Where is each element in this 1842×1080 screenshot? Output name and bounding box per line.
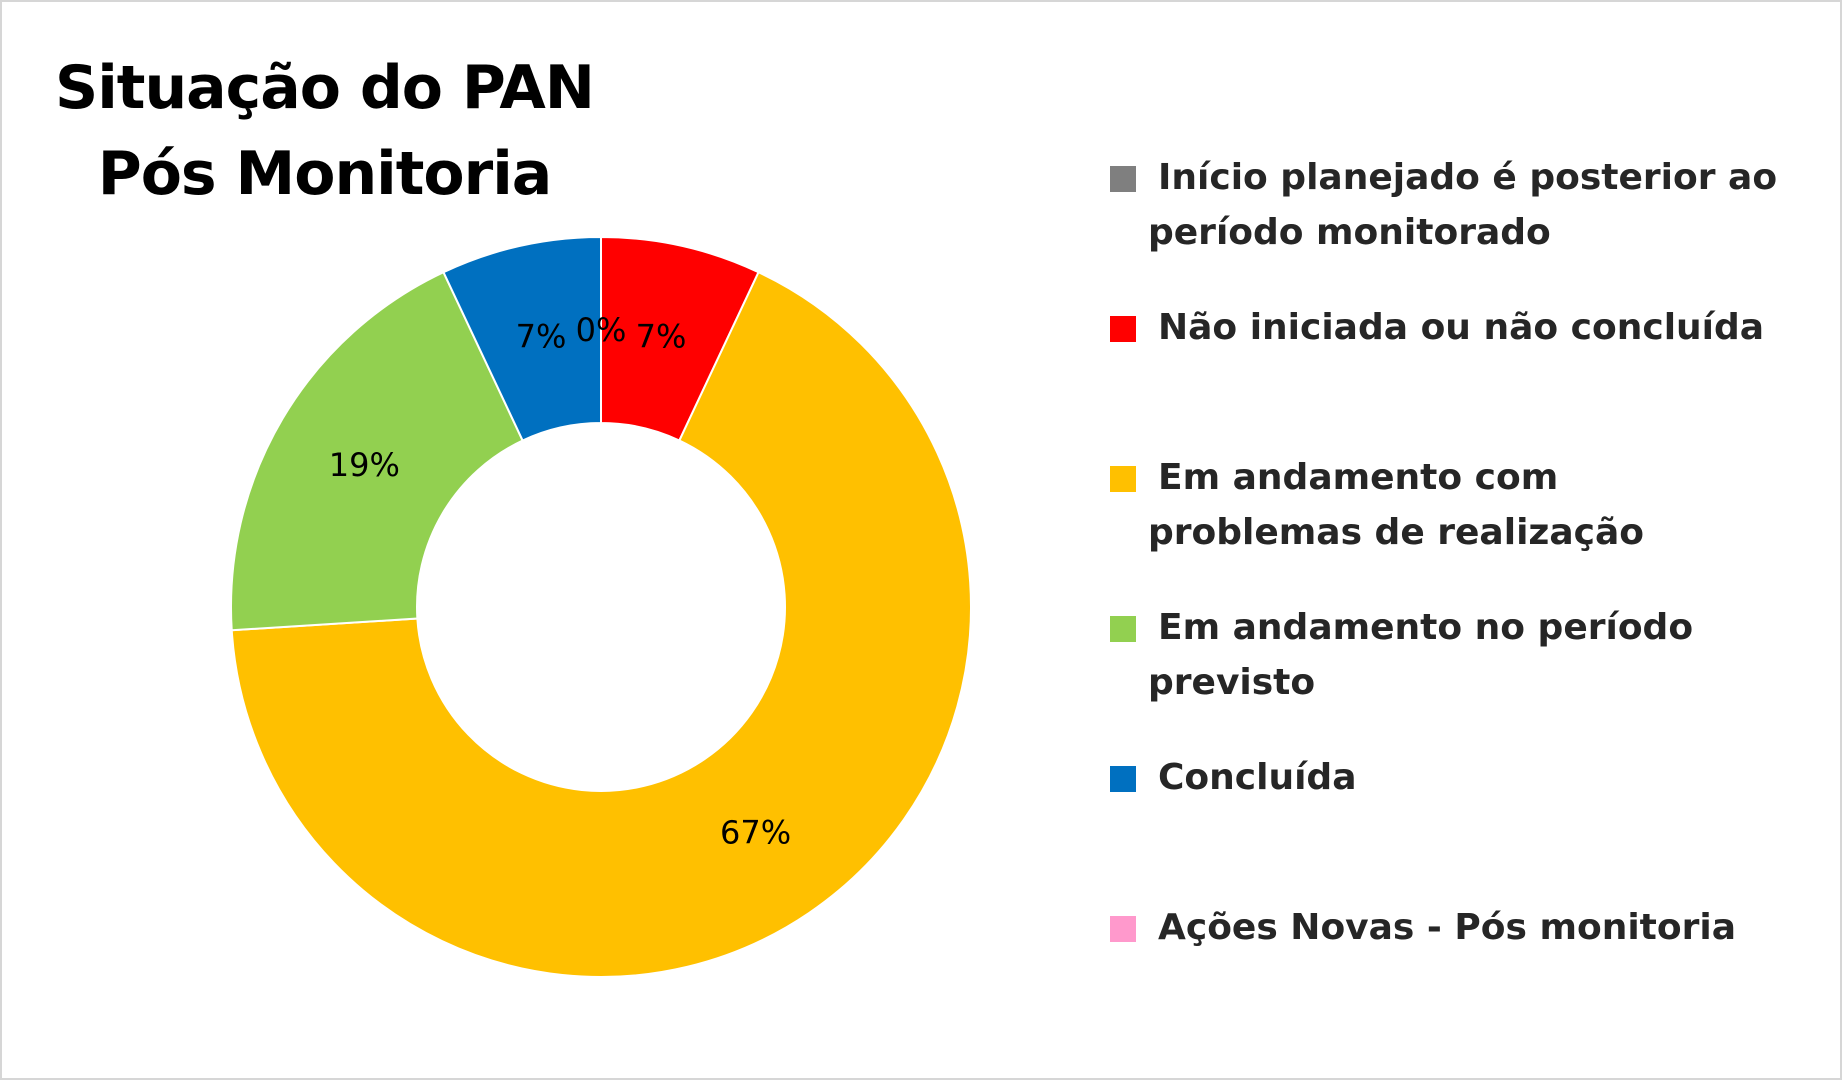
chart-title-line-1: Situação do PAN — [55, 53, 595, 123]
legend-label: Em andamento no período — [1158, 607, 1694, 648]
legend-item-nao-iniciada-ou-nao-concluida: Não iniciada ou não concluída — [1110, 300, 1830, 355]
legend-label: problemas de realização — [1148, 512, 1645, 553]
legend-label: Concluída — [1158, 757, 1357, 798]
legend-item-concluida: Concluída — [1110, 750, 1830, 805]
chart-title-line-2: Pós Monitoria — [97, 139, 553, 209]
data-label-em-andamento-no-periodo-previsto: 19% — [329, 446, 400, 484]
chart-title: Situação do PAN Pós Monitoria — [55, 45, 595, 217]
data-label-em-andamento-com-problemas-de-realizacao: 67% — [720, 813, 791, 851]
slice-concluida — [442, 235, 602, 442]
legend-item-em-andamento-com-problemas-de-realizacao: Em andamento com problemas de realização — [1110, 450, 1830, 560]
legend-swatch — [1110, 916, 1136, 942]
data-label-concluida: 7% — [516, 318, 567, 356]
legend-swatch — [1110, 766, 1136, 792]
legend-label: Ações Novas - Pós monitoria — [1158, 907, 1736, 948]
legend-swatch — [1110, 616, 1136, 642]
legend-item-em-andamento-no-periodo-previsto: Em andamento no período previsto — [1110, 600, 1830, 710]
legend-label: Início planejado é posterior ao — [1158, 157, 1778, 198]
legend-label: Não iniciada ou não concluída — [1158, 307, 1765, 348]
data-label-inicio-planejado-e-posterior-ao-periodo-monitorado: 0% — [576, 311, 627, 349]
legend-label: Em andamento com — [1158, 457, 1559, 498]
legend-label: previsto — [1148, 662, 1316, 703]
legend-swatch — [1110, 316, 1136, 342]
legend-item-acoes-novas-pos-monitoria: Ações Novas - Pós monitoria — [1110, 900, 1830, 955]
legend-swatch — [1110, 166, 1136, 192]
legend-label: período monitorado — [1148, 212, 1551, 253]
slice-em-andamento-no-periodo-previsto — [230, 270, 524, 632]
data-label-nao-iniciada-ou-nao-concluida: 7% — [636, 318, 687, 356]
slice-em-andamento-com-problemas-de-realizacao — [230, 270, 972, 978]
legend-item-inicio-planejado-e-posterior-ao-periodo-monitorado: Início planejado é posterior ao período m… — [1110, 150, 1830, 260]
legend-swatch — [1110, 466, 1136, 492]
